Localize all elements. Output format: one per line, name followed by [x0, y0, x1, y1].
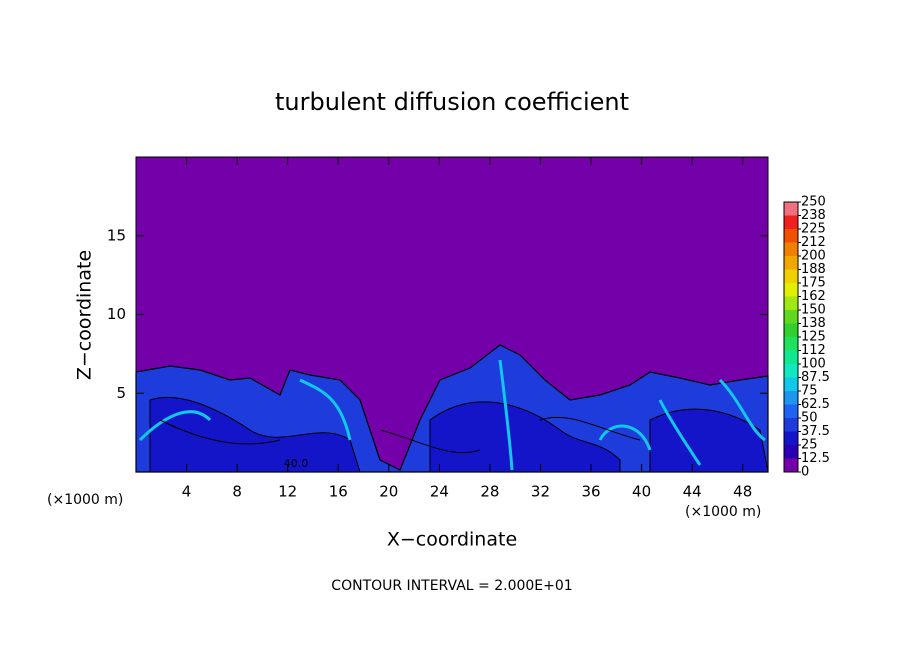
x-tick-label: 20	[379, 483, 398, 501]
colorbar-label: 0	[801, 465, 809, 480]
field	[135, 157, 769, 473]
colorbar-swatch	[784, 323, 798, 337]
x-tick-label: 16	[329, 483, 348, 501]
colorbar-label: 188	[801, 262, 826, 277]
colorbar-swatch	[784, 202, 798, 216]
colorbar-swatch	[784, 391, 798, 405]
x-tick-label: 44	[683, 483, 702, 501]
x-tick-label: 12	[278, 483, 297, 501]
colorbar-swatch	[784, 256, 798, 270]
x-unit-label: (×1000 m)	[47, 492, 123, 508]
colorbar-label: 238	[801, 208, 826, 223]
colorbar-label: 62.5	[801, 397, 830, 412]
x-tick-label: 36	[581, 483, 600, 501]
colorbar-swatch	[784, 215, 798, 229]
colorbar-swatch	[784, 229, 798, 243]
colorbar-swatch	[784, 310, 798, 324]
x-tick-label: 32	[531, 483, 550, 501]
x-tick-label: 48	[733, 483, 752, 501]
colorbar-label: 250	[801, 195, 826, 210]
colorbar-label: 200	[801, 249, 826, 264]
y-tick-label: 10	[107, 305, 126, 323]
colorbar-label: 162	[801, 289, 826, 304]
colorbar-swatch	[784, 350, 798, 364]
colorbar-swatch	[784, 296, 798, 310]
colorbar-label: 12.5	[801, 451, 830, 466]
colorbar-label: 112	[801, 343, 826, 358]
colorbar-swatch	[784, 337, 798, 351]
colorbar-swatch	[784, 404, 798, 418]
colorbar-swatch	[784, 458, 798, 472]
colorbar-label: 100	[801, 357, 826, 372]
colorbar-label: 125	[801, 330, 826, 345]
footer: CONTOUR INTERVAL = 2.000E+01	[331, 578, 572, 594]
colorbar-swatch	[784, 364, 798, 378]
colorbar-swatch	[784, 445, 798, 459]
x-tick-label: 28	[480, 483, 499, 501]
x-tick-label: 4	[182, 483, 192, 501]
y-tick-label: 5	[116, 384, 126, 402]
colorbar-label: 87.5	[801, 370, 830, 385]
chart-title: turbulent diffusion coefficient	[275, 88, 629, 116]
x-axis-label: X−coordinate	[387, 529, 517, 551]
x-tick-label: 24	[430, 483, 449, 501]
field-streak	[138, 359, 766, 471]
colorbar-swatch	[784, 377, 798, 391]
colorbar-label: 75	[801, 384, 818, 399]
colorbar-swatch	[784, 242, 798, 256]
colorbar-label: 225	[801, 222, 826, 237]
x-unit-label: (×1000 m)	[685, 504, 761, 520]
y-axis-label: Z−coordinate	[74, 250, 96, 380]
contour-line	[159, 416, 641, 454]
colorbar-label: 138	[801, 316, 826, 331]
contour-label: 40.0	[284, 457, 309, 470]
x-tick-label: 8	[232, 483, 242, 501]
colorbar-label: 25	[801, 438, 818, 453]
colorbar-label: 212	[801, 235, 826, 250]
y-tick-label: 15	[107, 226, 126, 244]
colorbar-swatch	[784, 431, 798, 445]
colorbar-swatch	[784, 269, 798, 283]
colorbar-swatch	[784, 283, 798, 297]
x-tick-label: 40	[632, 483, 651, 501]
colorbar-label: 175	[801, 276, 826, 291]
colorbar-label: 37.5	[801, 424, 830, 439]
colorbar-label: 150	[801, 303, 826, 318]
colorbar-swatch	[784, 418, 798, 432]
colorbar-label: 50	[801, 411, 818, 426]
